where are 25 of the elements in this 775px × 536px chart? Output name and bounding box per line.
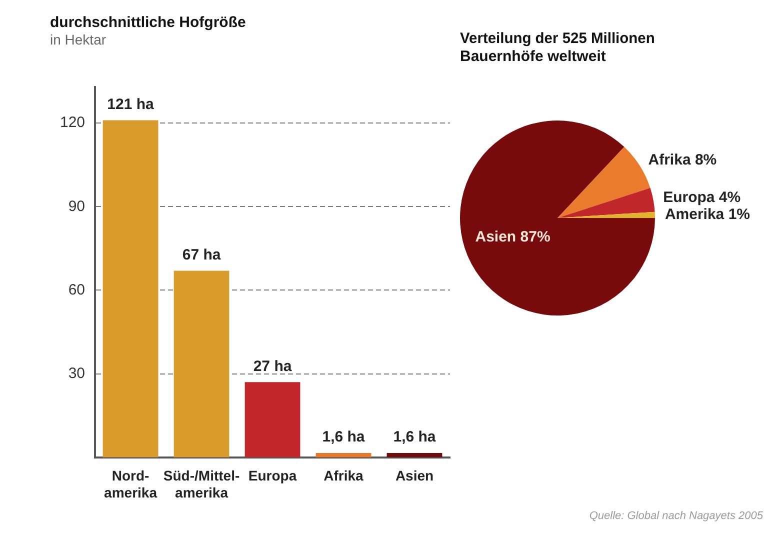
- slice-label: Afrika 8%: [648, 152, 717, 169]
- source-note: Quelle: Global nach Nagayets 2005: [589, 510, 763, 522]
- data-label: 121 ha: [107, 96, 155, 113]
- slice-label: Europa 4%: [663, 188, 741, 206]
- slice-label: Asien 87%: [475, 228, 550, 246]
- x-tick-label: Europa: [248, 468, 297, 484]
- data-label: 1,6 ha: [393, 428, 436, 446]
- chart-title: Verteilung der 525 Millionen Bauernhöfe weltweit: [460, 31, 655, 66]
- data-label: 67 ha: [182, 246, 222, 264]
- bar: [244, 382, 300, 458]
- y-tick-label: 60: [68, 281, 86, 298]
- chart-title: durchschnittliche Hofgröße: [50, 14, 246, 32]
- x-tick-label: Asien: [395, 468, 434, 484]
- x-tick-label: Nord- amerika: [104, 468, 158, 500]
- x-tick-label: Afrika: [324, 468, 364, 484]
- x-tick-label: Süd-/Mittel- amerika: [163, 468, 240, 500]
- bar: [102, 120, 158, 458]
- y-tick-label: 90: [68, 198, 86, 215]
- data-label: 1,6 ha: [322, 428, 366, 446]
- chart-subtitle: in Hektar: [50, 31, 106, 48]
- y-tick-label: 30: [68, 364, 86, 382]
- slice-label: Amerika 1%: [664, 206, 750, 223]
- data-label: 27 ha: [253, 358, 292, 375]
- y-tick-label: 120: [60, 114, 86, 132]
- bar: [174, 270, 230, 458]
